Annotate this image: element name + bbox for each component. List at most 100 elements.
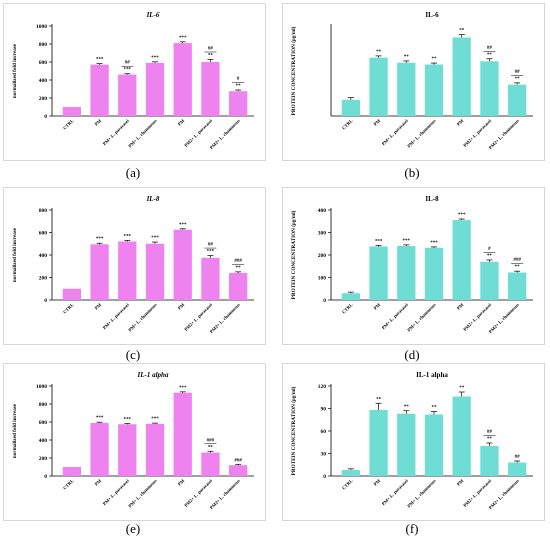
bar (507, 272, 527, 300)
x-tick-label: PM (177, 118, 186, 127)
bar (145, 62, 165, 116)
y-tick-label: 120 (318, 384, 327, 390)
significance-label: *** (151, 56, 159, 61)
bar (452, 396, 471, 476)
significance-label: *** (124, 418, 132, 423)
chart-panel-f: IL-1 alpha PROTEIN CONCENTRATION (pg/ml) 0… (282, 363, 545, 521)
y-tick-label: 400 (39, 253, 48, 259)
y-tick-label: 1000 (36, 384, 47, 390)
panel-caption-a: (a) (125, 165, 141, 180)
x-tick-label: CTRL (62, 118, 75, 131)
x-tick-label: PM2+ L. paracasei (183, 478, 213, 508)
y-tick-label: 200 (39, 456, 48, 462)
y-tick-label: 30 (321, 452, 327, 458)
bar-chart-il6-protein: IL-6 PROTEIN CONCENTRATION (pg/ml) CTRL ** P… (290, 11, 533, 150)
x-tick-label: PM (456, 478, 465, 487)
y-tick-label: 400 (318, 208, 327, 214)
significance-label: # (488, 247, 491, 252)
x-tick-label: PM (456, 302, 465, 311)
chart-title: IL-1 alpha (137, 371, 169, 379)
significance-label: ## (208, 243, 214, 248)
bar-chart-il1a-protein: IL-1 alpha PROTEIN CONCENTRATION (pg/ml) 0… (290, 371, 533, 510)
significance-label: ### (234, 259, 242, 264)
significance-label: ### (207, 438, 215, 443)
significance-label: ## (515, 70, 521, 75)
bar (480, 261, 499, 300)
y-tick-label: 600 (39, 60, 48, 66)
bar (118, 74, 137, 116)
y-tick-label: 300 (318, 231, 327, 237)
panel-caption-f: (f) (405, 521, 419, 536)
x-tick-label: CTRL (341, 302, 354, 315)
significance-label: # (237, 77, 240, 82)
y-tick-label: 0 (44, 298, 47, 304)
significance-label: *** (96, 416, 104, 421)
x-tick-label: PM2+ L. rhamnosus (209, 478, 241, 510)
significance-label: *** (124, 234, 132, 239)
chart-panel-d: IL-8 PROTEIN CONCENTRATION (pg/ml) 0 100 200… (282, 187, 545, 345)
bar (173, 43, 192, 116)
bar (452, 37, 471, 116)
y-tick-label: 800 (39, 208, 48, 214)
y-tick-label: 600 (39, 420, 48, 426)
significance-label: ## (487, 430, 493, 435)
x-tick-label: PM+ L. rhamnosus (127, 302, 158, 333)
x-tick-label: PM (177, 302, 186, 311)
bar (90, 422, 109, 476)
significance-label: ** (515, 77, 521, 82)
x-tick-label: CTRL (341, 118, 354, 131)
significance-label: ### (234, 458, 242, 463)
panel-caption-d: (d) (404, 347, 420, 362)
y-tick-label: 200 (39, 96, 48, 102)
bar (424, 64, 444, 116)
chart-title: IL-6 (146, 11, 160, 19)
x-tick-label: PM+ L. rhamnosus (127, 118, 158, 149)
bar-chart-il8-fold: IL-8 normalized fold increase 0 200 400 600 80… (12, 195, 254, 334)
x-tick-label: PM2+ L. paracasei (462, 478, 492, 508)
bar (369, 57, 388, 116)
x-tick-label: PM2+ L. rhamnosus (488, 302, 520, 334)
significance-label: *** (430, 241, 438, 246)
bar (118, 241, 137, 300)
y-tick-label: 800 (39, 42, 48, 48)
y-axis-label: PROTEIN CONCENTRATION (pg/ml) (290, 26, 297, 115)
bar (397, 62, 416, 116)
significance-label: *** (96, 237, 104, 242)
bar (62, 107, 82, 116)
bar (118, 424, 137, 476)
bar (397, 413, 416, 476)
bar (173, 229, 192, 300)
y-axis-label: PROTEIN CONCENTRATION (pg/ml) (290, 386, 297, 475)
bar (452, 220, 471, 300)
bar (90, 64, 109, 116)
bar (62, 467, 82, 476)
bar (228, 91, 248, 116)
significance-label: *** (96, 58, 104, 63)
significance-label: *** (151, 236, 159, 241)
x-tick-label: PM2+ L. paracasei (462, 118, 492, 148)
bar (341, 99, 361, 116)
significance-label: ## (208, 46, 214, 51)
bar (228, 465, 248, 476)
x-tick-label: PM2+ L. rhamnosus (488, 118, 520, 150)
y-tick-label: 800 (39, 402, 48, 408)
x-tick-label: PM2+ L. paracasei (462, 302, 492, 332)
significance-label: ** (376, 50, 382, 55)
chart-panel-a: IL-6 normalized fold increase 0 200 400 600 80… (3, 3, 266, 161)
significance-label: ** (236, 266, 242, 271)
x-tick-label: PM+ L. paracasei (381, 118, 410, 147)
bar-chart-il8-protein: IL-8 PROTEIN CONCENTRATION (pg/ml) 0 100 200… (290, 195, 533, 334)
bar (90, 244, 109, 300)
chart-title: IL-8 (146, 195, 160, 203)
y-tick-label: 1000 (36, 24, 47, 30)
significance-label: ### (513, 258, 521, 263)
bar (173, 392, 192, 476)
significance-label: ** (208, 53, 214, 58)
x-tick-label: PM+ L. paracasei (102, 478, 131, 507)
chart-title: IL-6 (425, 11, 439, 19)
x-tick-label: PM (177, 478, 186, 487)
x-tick-label: PM (94, 118, 103, 127)
y-tick-label: 400 (39, 438, 48, 444)
significance-label: *** (151, 417, 159, 422)
y-tick-label: 90 (321, 407, 327, 413)
